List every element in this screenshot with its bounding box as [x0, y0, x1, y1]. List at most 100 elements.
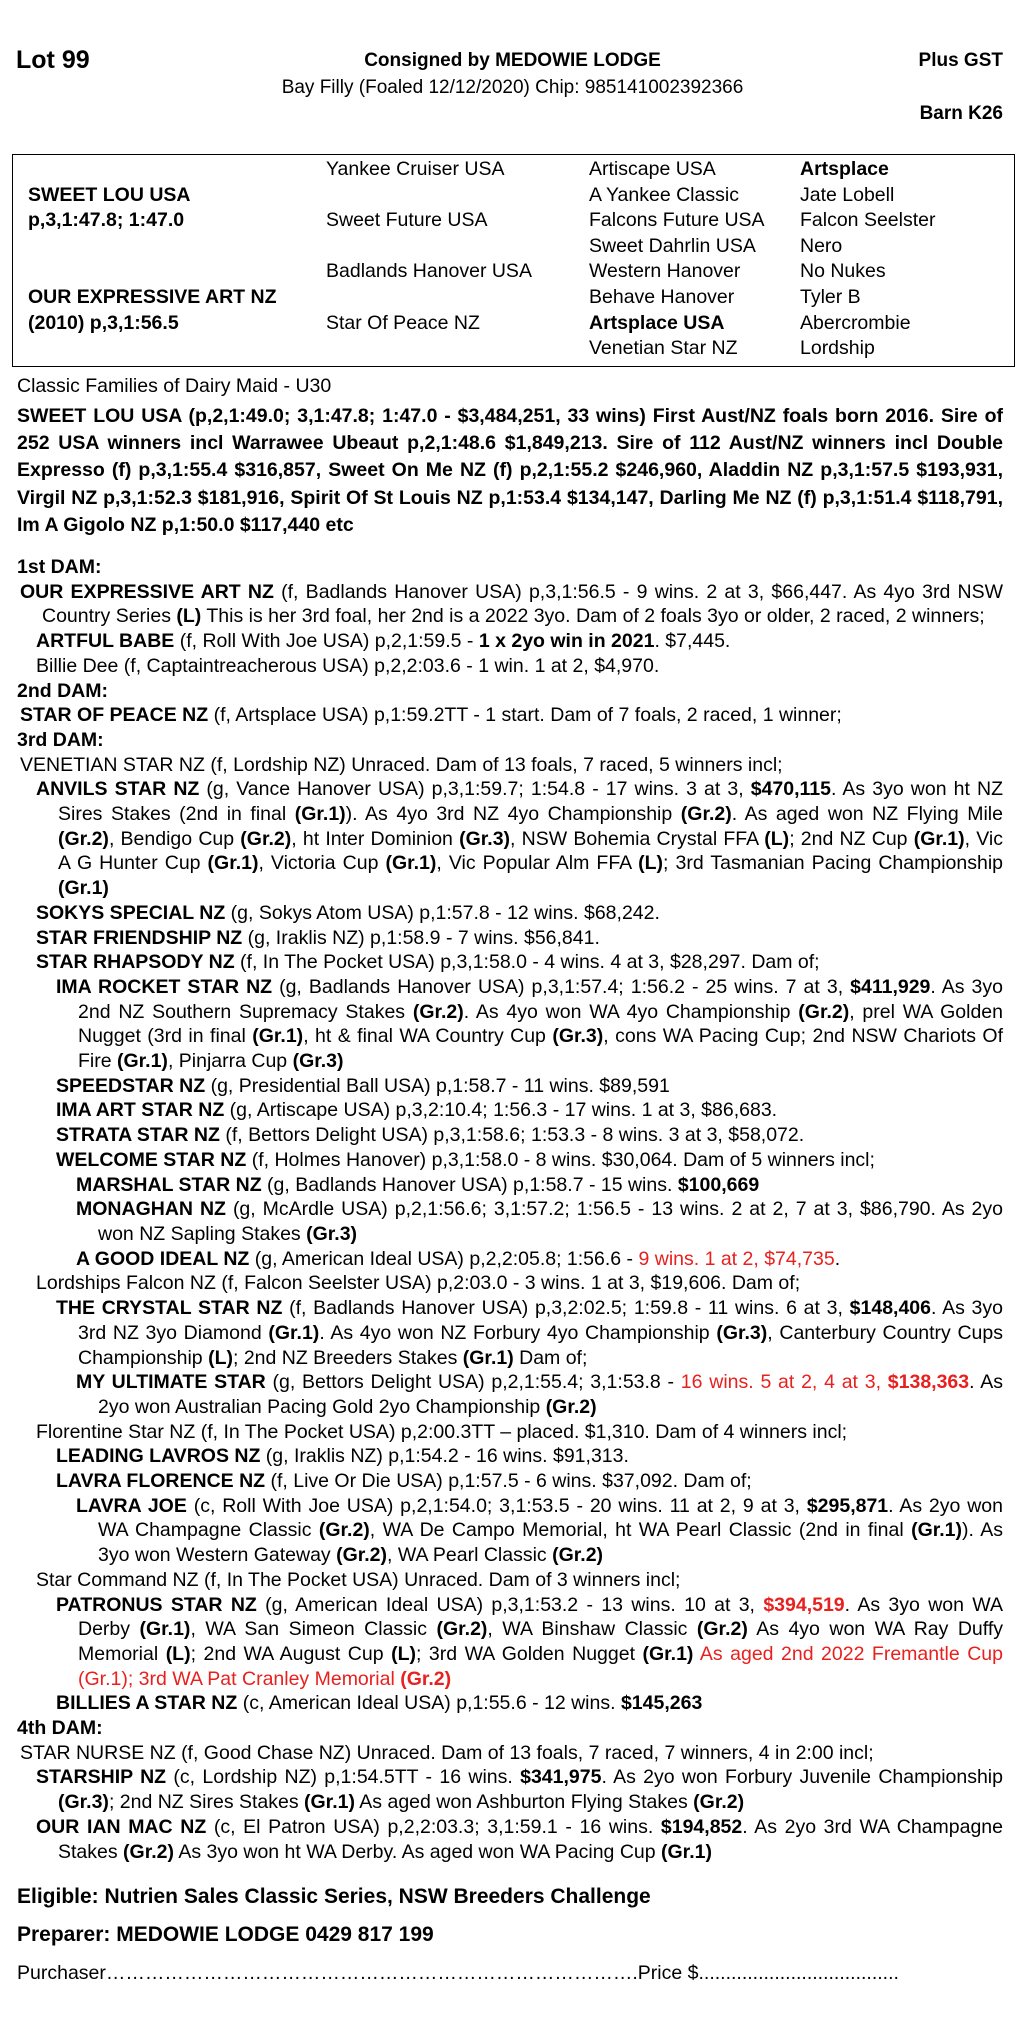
pedigree-entry: OUR IAN MAC NZ (c, El Patron USA) p,2,2:…	[17, 1815, 1003, 1864]
text-segment: (c, Lordship NZ) p,1:54.5TT - 16 wins.	[166, 1766, 521, 1789]
text-segment: (L)	[208, 1346, 233, 1369]
pedigree-entry: THE CRYSTAL STAR NZ (f, Badlands Hanover…	[17, 1296, 1003, 1370]
text-segment: STAR FRIENDSHIP NZ	[36, 926, 243, 949]
text-segment: (Gr.1)	[58, 877, 109, 900]
pedigree-entry: Lordships Falcon NZ (f, Falcon Seelster …	[17, 1271, 1003, 1296]
text-segment: (c, Roll With Joe USA) p,2,1:54.0; 3,1:5…	[186, 1494, 807, 1517]
text-segment: (f, Live Or Die USA) p,1:57.5 - 6 wins. …	[265, 1470, 752, 1493]
text-segment: VENETIAN STAR NZ (f, Lordship NZ) Unrace…	[20, 753, 783, 776]
pedigree-cell: Tyler B	[800, 286, 861, 308]
text-segment: As aged 2nd 2022 Fremantle Cup (Gr.1); 3…	[78, 1642, 1003, 1690]
text-segment: ). As 4yo 3rd NZ 4yo Championship	[345, 803, 681, 826]
pedigree-entry: SPEEDSTAR NZ (g, Presidential Ball USA) …	[17, 1074, 1003, 1099]
text-segment: (f, Roll With Joe USA) p,2,1:59.5 -	[174, 630, 479, 653]
text-segment: (Gr.1)	[252, 1025, 304, 1048]
pedigree-cell: Artsplace	[800, 158, 889, 180]
pedigree-table: SWEET LOU USA p,3,1:47.8; 1:47.0 OUR EXPRE…	[12, 154, 1015, 367]
text-segment: (Gr.3)	[459, 827, 511, 850]
text-segment: (Gr.1)	[462, 1346, 514, 1369]
text-segment: (Gr.3)	[716, 1321, 768, 1344]
pedigree-cell: Jate Lobell	[800, 183, 895, 206]
text-segment: $148,406	[849, 1297, 931, 1320]
text-segment: (L)	[165, 1642, 191, 1665]
text-segment: $341,975	[520, 1766, 602, 1789]
dam-heading: 3rd DAM:	[17, 728, 104, 751]
text-segment: MY ULTIMATE STAR	[76, 1371, 266, 1394]
text-segment: ANVILS STAR NZ	[36, 778, 200, 801]
pedigree-entry: BILLIES A STAR NZ (c, American Ideal USA…	[17, 1691, 1003, 1716]
dam-lines: 1st DAM: OUR EXPRESSIVE ART NZ (f, Badlan…	[17, 555, 1003, 1864]
text-segment: (g, Artiscape USA) p,3,2:10.4; 1:56.3 - …	[224, 1099, 778, 1122]
text-segment: , WA Binshaw Classic	[487, 1618, 697, 1641]
text-segment: (Gr.2)	[680, 803, 732, 826]
text-segment: Billie Dee (f, Captaintreacherous USA) p…	[36, 654, 660, 677]
text-segment: This is her 3rd foal, her 2nd is a 2022 …	[201, 605, 985, 628]
pedigree-cell: Falcons Future USA	[589, 209, 765, 232]
text-segment: $194,852	[660, 1815, 743, 1838]
text-segment: (L)	[764, 827, 790, 850]
text-segment: BILLIES A STAR NZ	[56, 1692, 238, 1715]
pedigree-entry: Florentine Star NZ (f, In The Pocket USA…	[17, 1420, 1003, 1445]
text-segment: As 3yo won ht WA Derby. As aged won WA P…	[173, 1840, 662, 1863]
text-segment: , Vic A G Hunter Cup	[58, 827, 1004, 875]
purchaser-price-line[interactable]: Purchaser……………………………………………………………………….Pri…	[17, 1962, 899, 1985]
text-segment: (Gr.2)	[436, 1618, 488, 1641]
text-segment: Dam of;	[513, 1346, 588, 1369]
text-segment: STAR RHAPSODY NZ	[36, 951, 235, 974]
text-segment: Lordships Falcon NZ (f, Falcon Seelster …	[36, 1272, 801, 1295]
text-segment: IMA ROCKET STAR NZ	[56, 975, 273, 998]
dam-heading: 4th DAM:	[17, 1717, 103, 1740]
pedigree-entry: SOKYS SPECIAL NZ (g, Sokys Atom USA) p,1…	[17, 901, 1003, 926]
text-segment: (Gr.2)	[412, 1000, 464, 1023]
text-segment: SPEEDSTAR NZ	[56, 1074, 206, 1097]
text-segment: (Gr.1)	[117, 1050, 168, 1073]
text-segment: (Gr.2)	[240, 827, 292, 850]
text-segment: 1 x 2yo win in 2021	[478, 630, 655, 653]
pedigree-cell: Venetian Star NZ	[589, 337, 738, 360]
pedigree-cell: Artsplace USA	[589, 311, 725, 334]
text-segment: (Gr.2)	[693, 1791, 745, 1814]
text-segment: ; 2nd WA August Cup	[190, 1642, 392, 1665]
pedigree-entry: MONAGHAN NZ (g, McArdle USA) p,2,1:56.6;…	[17, 1197, 1003, 1246]
text-segment: OUR EXPRESSIVE ART NZ	[20, 580, 274, 603]
text-segment: . As 2yo won WA Champagne Classic	[98, 1494, 1003, 1542]
lot-number: Lot 99	[16, 46, 90, 74]
text-segment: (Gr.1)	[294, 803, 346, 826]
pedigree-entry: IMA ROCKET STAR NZ (g, Badlands Hanover …	[17, 975, 1003, 1074]
text-segment: (Gr.1)	[139, 1618, 191, 1641]
pedigree-entry: LEADING LAVROS NZ (g, Iraklis NZ) p,1:54…	[17, 1444, 1003, 1469]
text-segment: (L)	[176, 605, 202, 628]
text-segment: (L)	[391, 1642, 416, 1665]
text-segment: $100,669	[677, 1173, 760, 1196]
text-segment: (g, McArdle USA) p,2,1:56.6; 3,1:57.2; 1…	[98, 1198, 1004, 1245]
text-segment: OUR IAN MAC NZ	[36, 1815, 207, 1838]
text-segment: ARTFUL BABE	[36, 630, 175, 653]
text-segment: , ht & final WA Country Cup	[303, 1025, 553, 1048]
consignor: Consigned by MEDOWIE LODGE	[364, 50, 661, 71]
pedigree-entry: OUR EXPRESSIVE ART NZ (f, Badlands Hanov…	[17, 580, 1003, 629]
text-segment: , WA Pearl Classic	[387, 1544, 553, 1567]
text-segment: . As 4yo won NZ Forbury 4yo Championship	[319, 1321, 717, 1344]
pedigree-cell: Nero	[800, 234, 843, 257]
pedigree-cell: SWEET LOU USA	[28, 183, 191, 206]
text-segment: , prel WA Golden Nugget (3rd in final	[78, 1000, 1003, 1048]
text-segment: (c, American Ideal USA) p,1:55.6 - 12 wi…	[237, 1692, 621, 1715]
pedigree-cell: (2010) p,3,1:56.5	[28, 311, 179, 334]
pedigree-cell: No Nukes	[800, 260, 886, 283]
text-segment: 9 wins. 1 at 2, $74,735	[638, 1247, 835, 1270]
pedigree-cell: Western Hanover	[589, 260, 741, 283]
text-segment: Florentine Star NZ (f, In The Pocket USA…	[36, 1420, 848, 1443]
text-segment: LEADING LAVROS NZ	[56, 1445, 261, 1468]
text-segment: (Gr.1)	[385, 852, 437, 875]
text-segment: (Gr.3)	[58, 1791, 109, 1814]
text-segment: (f, Bettors Delight USA) p,3,1:58.6; 1:5…	[219, 1124, 805, 1147]
pedigree-entry: ARTFUL BABE (f, Roll With Joe USA) p,2,1…	[17, 629, 1003, 654]
pedigree-cell: Star Of Peace NZ	[326, 311, 480, 334]
pedigree-cell: Lordship	[800, 337, 875, 360]
text-segment: LAVRA FLORENCE NZ	[56, 1470, 266, 1493]
family-line: Classic Families of Dairy Maid - U30	[17, 375, 332, 397]
text-segment: (L)	[638, 852, 664, 875]
text-segment: STRATA STAR NZ	[56, 1124, 220, 1147]
text-segment: STAR NURSE NZ (f, Good Chase NZ) Unraced…	[20, 1741, 874, 1764]
pedigree-entry: MARSHAL STAR NZ (g, Badlands Hanover USA…	[17, 1173, 1003, 1198]
